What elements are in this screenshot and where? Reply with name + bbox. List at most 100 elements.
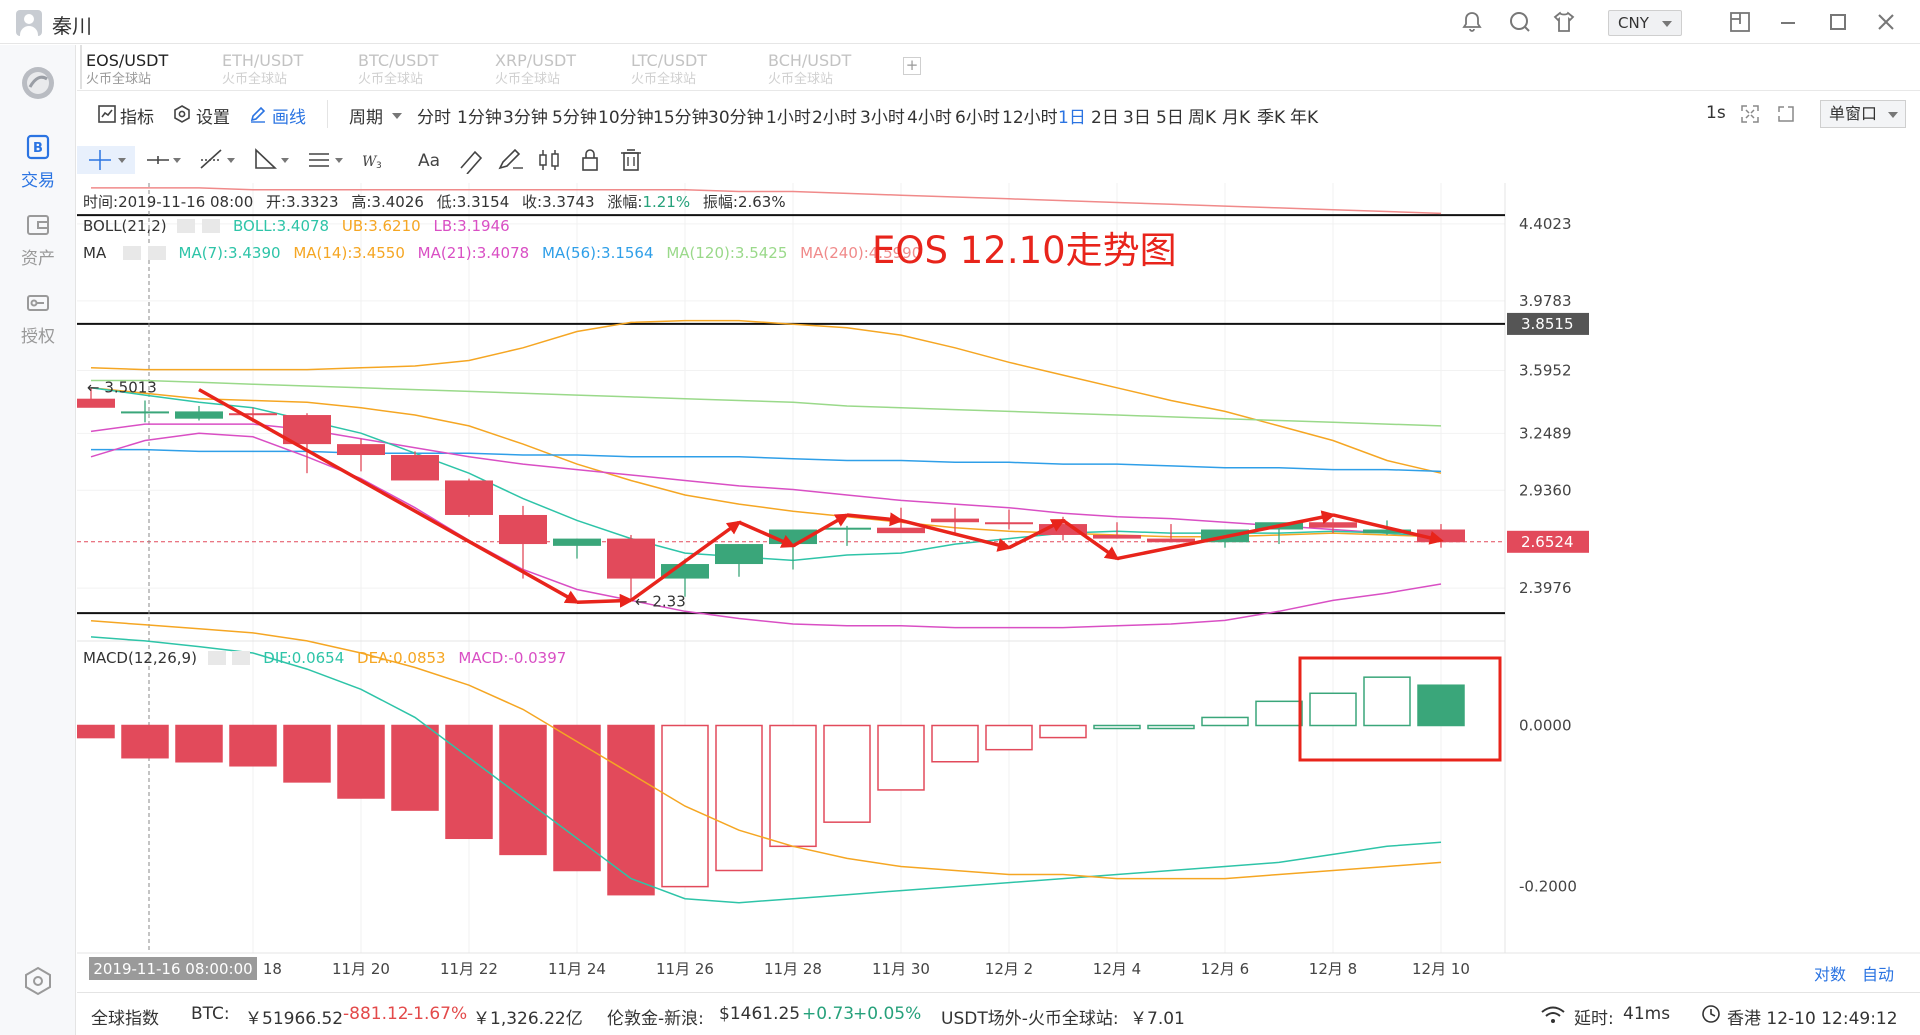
period-14[interactable]: 2日 bbox=[1091, 108, 1119, 128]
crosshair-tool[interactable] bbox=[77, 146, 135, 174]
brush-tool[interactable] bbox=[495, 146, 527, 174]
add-tab-button[interactable]: + bbox=[903, 57, 921, 75]
period-20[interactable]: 年K bbox=[1290, 108, 1319, 128]
high-label: 高: bbox=[351, 193, 372, 211]
btc-volume: ￥1,326.22亿 bbox=[473, 1009, 583, 1029]
settings-hex-icon[interactable] bbox=[22, 965, 54, 997]
auto-scale-toggle[interactable]: 自动 bbox=[1862, 965, 1895, 984]
indicator-settings-icon[interactable] bbox=[207, 651, 226, 665]
trend-arrow bbox=[900, 518, 1012, 552]
sidebar-item-auth[interactable]: 授权 bbox=[0, 289, 76, 347]
trendline-tool[interactable] bbox=[197, 146, 241, 174]
kline-chart[interactable]: 4.4023 3.9783 3.5952 3.2489 2.9360 2.3976 3.85… bbox=[77, 183, 1920, 984]
tab-btc-usdt[interactable]: BTC/USDT 火币全球站 bbox=[358, 51, 483, 91]
period-15[interactable]: 3日 bbox=[1123, 108, 1151, 128]
period-8[interactable]: 2小时 bbox=[812, 108, 857, 128]
indicator-close-icon[interactable] bbox=[202, 219, 221, 233]
boll-name: BOLL(21,2) bbox=[83, 217, 167, 235]
period-2[interactable]: 3分钟 bbox=[503, 108, 548, 128]
wifi-icon bbox=[1541, 1006, 1565, 1023]
period-4[interactable]: 10分钟 bbox=[598, 108, 654, 128]
period-5[interactable]: 15分钟 bbox=[653, 108, 709, 128]
screenshot-icon[interactable] bbox=[1776, 104, 1796, 124]
period-3[interactable]: 5分钟 bbox=[552, 108, 597, 128]
period-0[interactable]: 分时 bbox=[417, 108, 451, 128]
period-12[interactable]: 12小时 bbox=[1002, 108, 1058, 128]
high-marker: ← 3.5013 bbox=[87, 379, 157, 397]
candle-tool[interactable] bbox=[535, 146, 567, 174]
drawline-button[interactable]: 画线 bbox=[272, 108, 306, 128]
indicator-close-icon[interactable] bbox=[147, 246, 166, 260]
indicator-close-icon[interactable] bbox=[232, 651, 251, 665]
low-marker: ← 2.33 bbox=[635, 592, 686, 610]
user-name[interactable]: 秦川 bbox=[52, 14, 92, 38]
candle-body bbox=[77, 398, 115, 408]
indicator-settings-icon[interactable] bbox=[122, 246, 141, 260]
period-19[interactable]: 季K bbox=[1257, 108, 1286, 128]
ruler-tool[interactable] bbox=[455, 146, 487, 175]
period-7[interactable]: 1小时 bbox=[766, 108, 811, 128]
candle-body bbox=[175, 411, 223, 419]
indicator-settings-icon[interactable] bbox=[177, 219, 196, 233]
tab-exchange: 火币全球站 bbox=[86, 72, 152, 87]
trend-arrow bbox=[1332, 513, 1444, 545]
macd-dea-line bbox=[90, 620, 1442, 880]
trend-arrow bbox=[846, 512, 904, 527]
settings-icon bbox=[174, 105, 190, 123]
btc-price: ￥51966.52 bbox=[245, 1009, 344, 1029]
log-scale-toggle[interactable]: 对数 bbox=[1814, 965, 1847, 984]
tab-eth-usdt[interactable]: ETH/USDT 火币全球站 bbox=[222, 51, 347, 91]
period-17[interactable]: 周K bbox=[1188, 108, 1217, 128]
refresh-interval[interactable]: 1s bbox=[1706, 103, 1726, 123]
ma240-value: MA(240):4.5990 bbox=[800, 244, 922, 262]
x-tick-label: 11月 20 bbox=[332, 960, 390, 978]
tab-eos-usdt[interactable]: EOS/USDT 火币全球站 bbox=[80, 45, 211, 91]
candle-body bbox=[1147, 538, 1195, 543]
delete-tool[interactable] bbox=[615, 146, 647, 174]
boll-lb: LB:3.1946 bbox=[433, 217, 510, 235]
y-tick-label: 3.2489 bbox=[1519, 424, 1572, 442]
currency-select[interactable]: CNY bbox=[1608, 10, 1682, 36]
settings-button[interactable]: 设置 bbox=[196, 108, 230, 128]
minimize-icon[interactable] bbox=[1776, 10, 1800, 34]
lock-tool[interactable] bbox=[575, 146, 607, 174]
layout-icon[interactable] bbox=[1728, 10, 1752, 34]
chart-canvas[interactable]: 4.4023 3.9783 3.5952 3.2489 2.9360 2.3976 3.85… bbox=[77, 183, 1920, 980]
fullscreen-icon[interactable] bbox=[1740, 104, 1760, 124]
period-11[interactable]: 6小时 bbox=[955, 108, 1000, 128]
sidebar-item-trade[interactable]: B 交易 bbox=[0, 133, 76, 191]
period-1[interactable]: 1分钟 bbox=[457, 108, 502, 128]
triangle-tool[interactable] bbox=[251, 146, 295, 174]
tab-bch-usdt[interactable]: BCH/USDT 火币全球站 bbox=[768, 51, 893, 91]
indicator-button[interactable]: 指标 bbox=[120, 108, 154, 128]
bell-icon[interactable] bbox=[1460, 10, 1484, 34]
x-tick-label: 12月 10 bbox=[1412, 960, 1470, 978]
candle-body bbox=[661, 564, 709, 579]
hline-tool[interactable] bbox=[145, 146, 187, 174]
amplitude-value: 2.63% bbox=[737, 193, 786, 211]
window-mode-select[interactable]: 单窗口 bbox=[1820, 100, 1906, 128]
avatar[interactable] bbox=[16, 10, 42, 36]
period-6[interactable]: 30分钟 bbox=[708, 108, 764, 128]
sidebar-item-assets[interactable]: 资产 bbox=[0, 211, 76, 269]
channel-tool[interactable] bbox=[305, 146, 349, 174]
period-dropdown[interactable]: 周期 bbox=[349, 108, 383, 128]
period-16[interactable]: 5日 bbox=[1156, 108, 1184, 128]
close-icon[interactable] bbox=[1874, 10, 1898, 34]
period-9[interactable]: 3小时 bbox=[860, 108, 905, 128]
text-tool[interactable]: Aa bbox=[415, 146, 447, 174]
period-10[interactable]: 4小时 bbox=[907, 108, 952, 128]
search-icon[interactable] bbox=[1508, 10, 1532, 34]
tab-xrp-usdt[interactable]: XRP/USDT 火币全球站 bbox=[495, 51, 620, 91]
candle-body bbox=[229, 413, 277, 416]
period-18[interactable]: 月K bbox=[1222, 108, 1251, 128]
macd-bar bbox=[1309, 692, 1357, 727]
overlay-ma56 bbox=[91, 448, 1442, 473]
global-index-label[interactable]: 全球指数 bbox=[91, 1009, 159, 1029]
skin-icon[interactable] bbox=[1552, 10, 1576, 34]
period-13[interactable]: 1日 bbox=[1058, 108, 1086, 128]
tab-ltc-usdt[interactable]: LTC/USDT 火币全球站 bbox=[631, 51, 756, 91]
maximize-icon[interactable] bbox=[1826, 10, 1850, 34]
macd-bar bbox=[1093, 724, 1141, 730]
